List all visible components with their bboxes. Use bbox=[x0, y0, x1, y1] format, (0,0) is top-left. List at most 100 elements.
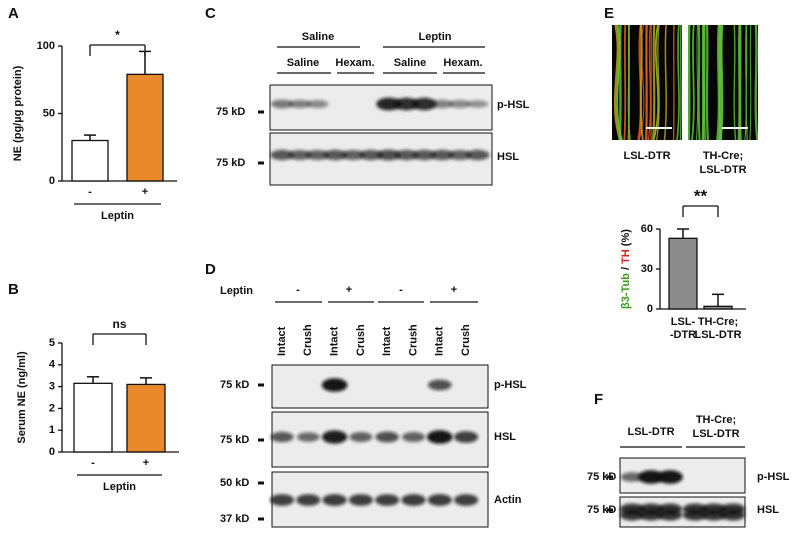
y-tick-label: 50 bbox=[43, 107, 55, 119]
fiber bbox=[639, 25, 644, 140]
band bbox=[288, 99, 311, 109]
y-axis-label-part: TH bbox=[620, 249, 632, 264]
y-axis-label: NE (pg/µg protein) bbox=[12, 65, 24, 161]
band bbox=[377, 149, 401, 161]
bar bbox=[126, 383, 166, 453]
band bbox=[348, 494, 373, 506]
y-tick-label: 5 bbox=[49, 337, 55, 349]
y-tick-label: 0 bbox=[49, 446, 55, 458]
fiber bbox=[754, 25, 758, 140]
subgroup-label: Saline bbox=[287, 57, 319, 69]
band bbox=[402, 432, 425, 442]
fiber bbox=[679, 25, 682, 140]
band bbox=[412, 97, 437, 111]
fiber bbox=[652, 25, 656, 140]
panel-label: F bbox=[594, 391, 603, 408]
fiber bbox=[702, 25, 706, 140]
band bbox=[306, 100, 329, 108]
y-tick-label: 100 bbox=[37, 40, 55, 52]
group-label: LSL-DTR bbox=[692, 428, 739, 440]
y-tick-label: 3 bbox=[49, 381, 55, 393]
group-label: Leptin bbox=[419, 31, 452, 43]
size-marker: 75 kD bbox=[220, 379, 249, 391]
lane-label: Intact bbox=[329, 326, 341, 356]
subgroup-label: Hexam. bbox=[443, 57, 482, 69]
band bbox=[359, 149, 383, 161]
bar bbox=[71, 139, 109, 182]
band bbox=[394, 149, 419, 161]
bar bbox=[126, 73, 164, 182]
y-tick-label: 4 bbox=[49, 359, 56, 371]
lane-label: Crush bbox=[407, 324, 419, 356]
x-axis-label: Leptin bbox=[101, 210, 134, 222]
treatment-label: Leptin bbox=[220, 285, 253, 297]
fiber bbox=[719, 25, 724, 140]
y-axis-label: β3-Tub / TH (%) bbox=[620, 229, 632, 309]
subgroup-label: Hexam. bbox=[335, 57, 374, 69]
band bbox=[449, 100, 471, 108]
band bbox=[270, 431, 294, 443]
band bbox=[720, 509, 746, 521]
significance: * bbox=[115, 28, 120, 42]
y-axis-label-part: β3-Tub bbox=[620, 273, 632, 309]
row-label: p-HSL bbox=[757, 471, 790, 483]
band bbox=[296, 494, 321, 506]
band bbox=[375, 494, 400, 506]
fiber bbox=[716, 25, 721, 140]
bar bbox=[703, 305, 733, 310]
group-label: Saline bbox=[302, 31, 334, 43]
band bbox=[401, 494, 426, 506]
x-tick-label: LSL- bbox=[671, 316, 696, 328]
sign-label: + bbox=[451, 284, 457, 296]
lane-label: Intact bbox=[381, 326, 393, 356]
y-tick-label: 0 bbox=[49, 175, 55, 187]
fiber bbox=[705, 25, 710, 140]
image-caption: LSL-DTR bbox=[623, 150, 670, 162]
fiber bbox=[697, 25, 701, 140]
lane-label: Crush bbox=[460, 324, 472, 356]
fiber bbox=[691, 25, 695, 140]
band bbox=[321, 378, 348, 392]
fiber bbox=[749, 25, 752, 140]
size-marker: 75 kD bbox=[216, 157, 245, 169]
band bbox=[619, 509, 645, 521]
band bbox=[306, 150, 330, 160]
band bbox=[288, 150, 312, 160]
y-axis-label: Serum NE (ng/ml) bbox=[16, 351, 28, 444]
fiber bbox=[718, 25, 723, 140]
fiber bbox=[688, 25, 690, 140]
band bbox=[296, 432, 320, 442]
size-marker: 50 kD bbox=[220, 477, 249, 489]
band bbox=[426, 430, 453, 444]
row-label: Actin bbox=[494, 494, 522, 506]
band bbox=[322, 494, 347, 506]
significance: ns bbox=[112, 317, 126, 331]
subgroup-label: Saline bbox=[394, 57, 426, 69]
blot bbox=[271, 364, 489, 409]
lane-label: Intact bbox=[434, 326, 446, 356]
panel-label: D bbox=[205, 261, 216, 278]
significance: ** bbox=[694, 186, 708, 205]
panel-label: A bbox=[8, 5, 19, 22]
panel-label: E bbox=[604, 5, 614, 22]
x-tick-label: TH-Cre; bbox=[698, 316, 738, 328]
band bbox=[682, 509, 708, 521]
fiber bbox=[676, 25, 680, 140]
bar bbox=[668, 237, 698, 310]
sign-label: + bbox=[346, 284, 352, 296]
size-marker: 75 kD bbox=[216, 106, 245, 118]
y-tick-label: 0 bbox=[647, 303, 653, 315]
band bbox=[431, 99, 454, 109]
size-marker: 75 kD bbox=[220, 434, 249, 446]
y-tick-label: 60 bbox=[641, 223, 653, 235]
band bbox=[638, 509, 664, 521]
band bbox=[269, 494, 295, 506]
fiber bbox=[613, 25, 622, 140]
band bbox=[638, 470, 664, 484]
size-marker: 37 kD bbox=[220, 513, 249, 525]
band bbox=[466, 149, 490, 161]
size-marker: 75 kD bbox=[587, 471, 616, 483]
fiber bbox=[618, 25, 622, 140]
sign-label: - bbox=[399, 284, 403, 296]
